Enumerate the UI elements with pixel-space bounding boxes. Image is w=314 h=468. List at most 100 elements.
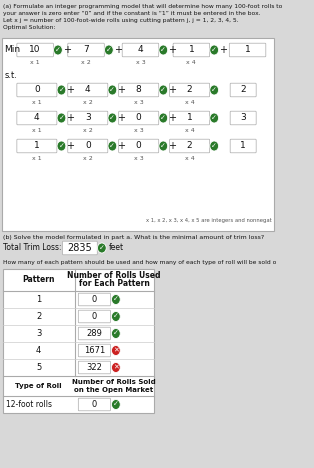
Circle shape [111,400,120,410]
Text: ✓: ✓ [55,47,61,53]
Circle shape [111,329,120,338]
Text: x 3: x 3 [134,100,143,104]
Text: 3: 3 [85,114,91,123]
Text: +: + [219,45,227,55]
Circle shape [111,312,120,322]
Text: Pattern: Pattern [22,276,55,285]
FancyBboxPatch shape [78,310,111,323]
Text: your answer is zero enter “0” and if the constant is “1” it must be entered in t: your answer is zero enter “0” and if the… [3,11,260,16]
Text: (b) Solve the model formulated in part a. What is the minimal amount of trim los: (b) Solve the model formulated in part a… [3,235,264,240]
FancyBboxPatch shape [78,327,111,340]
Text: Optimal Solution:: Optimal Solution: [3,25,55,30]
Text: ✓: ✓ [160,47,166,53]
Text: s.t.: s.t. [4,72,17,80]
FancyBboxPatch shape [17,83,57,97]
FancyBboxPatch shape [119,139,159,153]
Text: x 2: x 2 [83,155,93,161]
Text: 322: 322 [86,363,102,372]
Text: ✓: ✓ [58,87,64,93]
Text: 0: 0 [92,312,97,321]
Text: 2: 2 [187,86,192,95]
FancyBboxPatch shape [17,111,57,125]
Text: Min: Min [4,45,20,54]
Text: 3: 3 [240,114,246,123]
FancyBboxPatch shape [119,111,159,125]
Circle shape [111,294,120,305]
Text: Type of Roll: Type of Roll [15,383,62,389]
FancyBboxPatch shape [170,111,210,125]
Circle shape [111,363,120,373]
Text: x 4: x 4 [185,100,194,104]
FancyBboxPatch shape [78,398,111,411]
Text: 1671: 1671 [84,346,105,355]
Text: 2: 2 [187,141,192,151]
Circle shape [210,45,219,55]
Text: ✓: ✓ [106,47,112,53]
Text: x 4: x 4 [187,59,196,65]
Text: ✓: ✓ [211,143,217,149]
Text: 2: 2 [36,312,41,321]
Text: x 4: x 4 [185,155,194,161]
Circle shape [111,345,120,356]
Circle shape [108,113,117,123]
Text: 0: 0 [136,114,142,123]
Text: +: + [117,141,125,151]
Text: feet: feet [109,243,124,253]
Text: ✓: ✓ [113,313,119,319]
Text: 4: 4 [36,346,41,355]
FancyBboxPatch shape [62,241,97,255]
Text: 1: 1 [34,141,40,151]
Text: 8: 8 [136,86,142,95]
FancyBboxPatch shape [230,111,256,125]
Text: for Each Pattern: for Each Pattern [79,279,149,288]
Text: 1: 1 [188,45,194,54]
Text: 1: 1 [36,295,41,304]
Text: 289: 289 [86,329,102,338]
Text: How many of each pattern should be used and how many of each type of roll will b: How many of each pattern should be used … [3,260,276,265]
Text: x 2: x 2 [83,127,93,132]
Circle shape [97,243,106,253]
Text: ✓: ✓ [211,47,217,53]
Circle shape [159,85,168,95]
Text: 4: 4 [138,45,143,54]
Circle shape [57,113,66,123]
Circle shape [54,45,62,55]
Text: on the Open Market: on the Open Market [74,387,154,393]
FancyBboxPatch shape [68,139,108,153]
FancyBboxPatch shape [230,139,256,153]
Text: ✓: ✓ [58,143,64,149]
Text: ✓: ✓ [110,87,115,93]
Circle shape [57,141,66,151]
Text: ✓: ✓ [99,245,105,251]
FancyBboxPatch shape [68,111,108,125]
Circle shape [159,45,168,55]
Circle shape [210,85,219,95]
FancyBboxPatch shape [68,43,104,57]
FancyBboxPatch shape [230,83,256,97]
FancyBboxPatch shape [17,139,57,153]
Circle shape [159,141,168,151]
Circle shape [57,85,66,95]
Text: 1: 1 [240,141,246,151]
Text: ✓: ✓ [113,330,119,336]
Text: 10: 10 [30,45,41,54]
Text: 4: 4 [34,114,40,123]
Text: 1: 1 [187,114,192,123]
Text: +: + [168,141,176,151]
Circle shape [159,113,168,123]
Text: +: + [114,45,122,55]
Text: +: + [117,85,125,95]
Text: ✓: ✓ [160,143,166,149]
Text: x 1: x 1 [32,127,42,132]
Text: x 2: x 2 [81,59,91,65]
Circle shape [108,141,117,151]
Text: 2835: 2835 [68,243,92,253]
Text: 4: 4 [85,86,91,95]
FancyBboxPatch shape [170,83,210,97]
Text: 5: 5 [36,363,41,372]
FancyBboxPatch shape [78,344,111,357]
Text: 0: 0 [85,141,91,151]
FancyBboxPatch shape [17,43,53,57]
FancyBboxPatch shape [170,139,210,153]
Text: 0: 0 [92,400,97,409]
